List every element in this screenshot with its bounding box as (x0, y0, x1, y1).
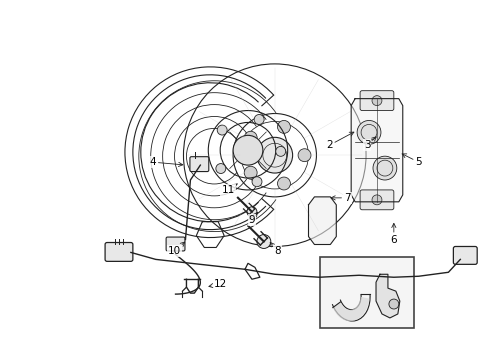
FancyBboxPatch shape (359, 91, 393, 111)
Text: 3: 3 (363, 137, 375, 150)
Text: 2: 2 (325, 132, 353, 150)
Text: 9: 9 (248, 212, 257, 225)
Circle shape (215, 163, 225, 174)
Circle shape (371, 96, 381, 105)
Circle shape (256, 137, 292, 173)
Circle shape (277, 177, 290, 190)
Text: 4: 4 (149, 157, 183, 167)
Text: 8: 8 (270, 242, 281, 256)
Polygon shape (350, 99, 402, 202)
Circle shape (244, 131, 257, 144)
Circle shape (277, 121, 290, 133)
Circle shape (298, 149, 310, 162)
Polygon shape (332, 297, 369, 321)
Circle shape (254, 114, 264, 125)
Text: 1: 1 (0, 359, 1, 360)
Polygon shape (308, 197, 336, 244)
Circle shape (388, 299, 398, 309)
Circle shape (372, 156, 396, 180)
FancyBboxPatch shape (189, 157, 208, 172)
FancyBboxPatch shape (105, 243, 133, 261)
FancyBboxPatch shape (359, 190, 393, 210)
FancyBboxPatch shape (166, 237, 184, 251)
Circle shape (246, 207, 256, 217)
Text: 6: 6 (390, 224, 396, 244)
Circle shape (251, 177, 262, 187)
Circle shape (256, 235, 270, 248)
Polygon shape (375, 274, 399, 318)
Circle shape (217, 125, 226, 135)
Circle shape (233, 135, 263, 165)
Circle shape (244, 166, 257, 179)
Text: 7: 7 (330, 193, 350, 203)
Bar (319, 257, 413, 328)
Text: 10: 10 (168, 242, 184, 256)
Text: 5: 5 (401, 154, 421, 167)
Text: 11: 11 (221, 184, 237, 195)
Circle shape (356, 121, 380, 144)
Circle shape (275, 147, 285, 156)
Text: 12: 12 (208, 279, 226, 289)
FancyBboxPatch shape (452, 247, 476, 264)
Circle shape (371, 195, 381, 205)
